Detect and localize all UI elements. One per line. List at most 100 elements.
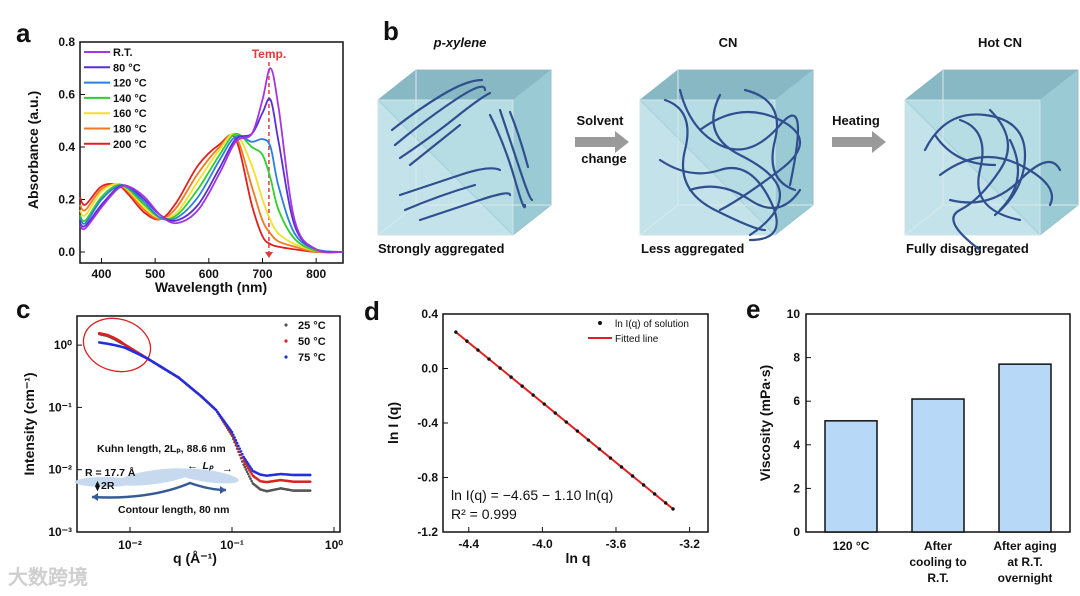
fit-equation: ln I(q) = −4.65 − 1.10 ln(q) bbox=[451, 487, 613, 503]
x-tick-label: -3.2 bbox=[679, 537, 700, 551]
data-point bbox=[245, 470, 249, 473]
data-point bbox=[249, 477, 252, 481]
series-line bbox=[79, 134, 344, 253]
cube-side bbox=[1040, 70, 1078, 235]
arrow-label-heating: Heating bbox=[832, 113, 880, 128]
polymer-chain bbox=[408, 123, 462, 167]
polymer-chain bbox=[933, 133, 997, 167]
data-point bbox=[243, 465, 247, 469]
x-tick-label: 800 bbox=[306, 267, 326, 281]
x-tick-label: 400 bbox=[91, 267, 111, 281]
data-point bbox=[246, 472, 250, 476]
lp-right-arrow-icon: → bbox=[222, 463, 233, 475]
bar bbox=[911, 398, 965, 533]
legend-label: 50 °C bbox=[298, 336, 326, 348]
y-tick-label: 10⁻³ bbox=[48, 525, 72, 539]
x-axis-label: q (Å⁻¹) bbox=[173, 550, 217, 566]
state-title-pxylene: p-xylene bbox=[433, 35, 487, 50]
polymer-chain bbox=[688, 185, 802, 210]
polymer-chain bbox=[743, 88, 797, 192]
series-line bbox=[79, 97, 344, 254]
data-point bbox=[586, 438, 591, 442]
category-label: at R.T. bbox=[1007, 555, 1042, 569]
data-point bbox=[238, 447, 242, 450]
radius-label: R = 17.7 Å bbox=[85, 466, 136, 479]
series-line bbox=[79, 132, 344, 253]
state-caption-less: Less aggregated bbox=[641, 241, 744, 256]
data-point bbox=[531, 393, 535, 397]
data-point bbox=[246, 466, 250, 470]
y-tick-label: -0.4 bbox=[417, 416, 438, 430]
data-point bbox=[237, 444, 240, 448]
viscosity-chart: Viscosity (mPa·s) 0 2 4 6 8 10 120 °C After cool… bbox=[757, 307, 1071, 585]
panel-label-e: e bbox=[746, 294, 760, 324]
legend-label: 140 °C bbox=[113, 93, 147, 105]
temperature-arrow-head bbox=[264, 252, 273, 258]
y-tick-label: 0 bbox=[793, 525, 800, 539]
series-line bbox=[79, 133, 344, 254]
contour-length-label: Contour length, 80 nm bbox=[118, 504, 229, 516]
legend-label: 25 °C bbox=[298, 320, 326, 332]
polymer-chain bbox=[398, 167, 502, 197]
y-axis-label: Absorbance (a.u.) bbox=[25, 91, 41, 209]
legend-marker-data bbox=[598, 321, 602, 325]
data-point bbox=[542, 402, 546, 406]
heating-arrow bbox=[832, 131, 886, 153]
polymer-chain bbox=[418, 192, 512, 222]
fitted-line bbox=[455, 331, 674, 510]
x-tick-label: 500 bbox=[145, 267, 165, 281]
kuhn-length-label: Kuhn length, 2Lₚ, 88.6 nm bbox=[97, 443, 226, 455]
data-point bbox=[671, 507, 675, 511]
cube-top bbox=[378, 70, 551, 100]
legend-label: R.T. bbox=[113, 47, 133, 59]
data-point bbox=[465, 339, 469, 343]
panel-label-b: b bbox=[383, 16, 399, 46]
cube-edges bbox=[904, 70, 1078, 236]
polymer-chain bbox=[508, 110, 530, 169]
data-point bbox=[242, 463, 245, 466]
x-tick-label: 10⁻² bbox=[118, 538, 142, 552]
y-tick-label: 0.6 bbox=[58, 88, 75, 102]
data-point bbox=[234, 439, 238, 442]
polymer-chain bbox=[998, 138, 1020, 212]
polymer-chain bbox=[393, 85, 487, 147]
cube-top bbox=[905, 70, 1078, 100]
data-point bbox=[250, 472, 253, 476]
legend-label: 120 °C bbox=[113, 78, 147, 90]
state-caption-strong: Strongly aggregated bbox=[378, 241, 504, 256]
x-tick-label: 700 bbox=[252, 267, 272, 281]
saxs-chart: Kuhn length, 2Lₚ, 88.6 nm R = 17.7 Å 2R … bbox=[8, 315, 343, 589]
rod-segment bbox=[117, 468, 193, 486]
polymer-chain bbox=[938, 155, 1053, 207]
data-point bbox=[641, 483, 646, 487]
y-tick-label: 0.4 bbox=[58, 140, 75, 154]
solvent-change-arrow bbox=[575, 131, 629, 153]
y-tick-label: 0.2 bbox=[58, 193, 75, 207]
data-point bbox=[250, 479, 253, 483]
data-point bbox=[308, 473, 312, 477]
diameter-arrow-icon: ⧫ bbox=[95, 480, 100, 492]
data-point bbox=[630, 474, 635, 478]
low-q-highlight-ellipse bbox=[82, 317, 152, 373]
polymer-chain bbox=[952, 108, 1010, 252]
y-tick-label: 0.4 bbox=[421, 307, 438, 321]
legend-label: 80 °C bbox=[113, 62, 141, 74]
data-point bbox=[244, 468, 248, 471]
data-point bbox=[235, 441, 239, 445]
absorbance-chart: Temp. Wavelength (nm) Absorbance (a.u.) … bbox=[25, 35, 344, 295]
polymer-chain bbox=[403, 183, 477, 212]
plot-frame bbox=[76, 315, 341, 533]
legend-label: 180 °C bbox=[113, 124, 147, 136]
legend-label: 160 °C bbox=[113, 108, 147, 120]
data-point bbox=[509, 375, 513, 379]
y-tick-label: 4 bbox=[793, 438, 800, 452]
polymer-chain bbox=[923, 113, 1027, 217]
data-point bbox=[575, 429, 580, 433]
data-point bbox=[248, 468, 251, 472]
panel-label-c: c bbox=[16, 294, 30, 324]
cube-top bbox=[640, 70, 813, 100]
panel-label-a: a bbox=[16, 18, 31, 48]
legend-marker bbox=[284, 355, 288, 359]
watermark-logo: 大数跨境 bbox=[8, 565, 88, 589]
